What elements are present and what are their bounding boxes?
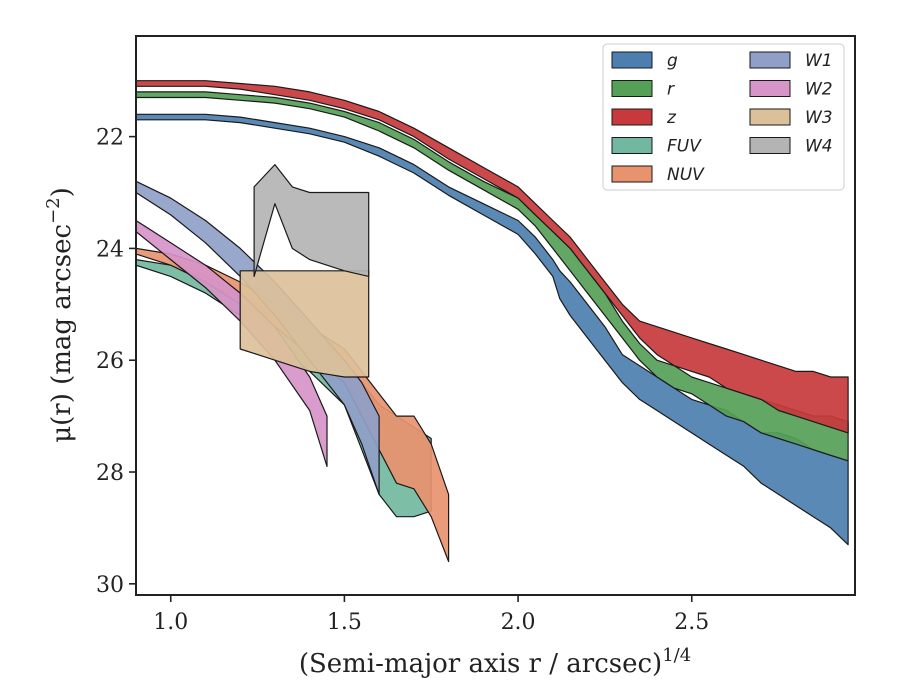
legend-swatch-w4: [749, 137, 791, 154]
y-tick-label: 30: [96, 573, 124, 598]
legend-swatch-nuv: [611, 165, 653, 183]
legend-swatch-w1: [749, 51, 791, 69]
legend-label-w4: W4: [805, 137, 833, 157]
legend-label-fuv: FUV: [667, 137, 702, 157]
x-tick-label: 1.5: [327, 610, 362, 635]
x-tick-label: 1.0: [153, 610, 188, 635]
x-axis-label: (Semi-major axis r / arcsec)1/4: [299, 645, 691, 679]
legend: grz FUV NUV W1 W2 W3 W4: [602, 43, 845, 191]
legend-label-g: g: [667, 51, 678, 71]
legend-label-w1: W1: [805, 51, 833, 71]
legend-swatch-z: [611, 108, 653, 126]
legend-label-w2: W2: [805, 80, 833, 100]
band-w4: [253, 164, 370, 277]
band-w3: [239, 270, 370, 378]
y-axis-ticks: 22 24 26 28 30: [96, 126, 136, 598]
legend-swatch-r: [611, 80, 653, 97]
legend-swatch-g: [611, 51, 653, 69]
x-tick-label: 2.5: [674, 610, 709, 635]
band-g: [136, 113, 849, 546]
y-tick-label: 28: [96, 461, 124, 486]
x-tick-label: 2.0: [501, 610, 536, 635]
y-tick-label: 24: [96, 237, 124, 262]
bands-layer: [136, 80, 849, 563]
y-tick-label: 26: [96, 349, 124, 374]
legend-swatch-w3: [749, 108, 791, 126]
legend-swatch-fuv: [611, 137, 653, 154]
plot-frame: [135, 35, 856, 596]
band-z: [136, 80, 849, 434]
legend-label-nuv: NUV: [667, 165, 705, 185]
band-w2: [136, 219, 328, 467]
band-w1: [136, 180, 380, 495]
legend-label-r: r: [667, 80, 675, 100]
y-tick-label: 22: [96, 126, 124, 151]
x-axis-ticks: 1.0 1.5 2.0 2.5: [153, 595, 709, 635]
band-r: [136, 91, 849, 462]
y-axis-label: μ(r) (mag arcsec−2): [43, 187, 77, 443]
legend-label-w3: W3: [805, 108, 833, 128]
legend-swatch-w2: [749, 80, 791, 97]
legend-label-z: z: [666, 108, 677, 128]
